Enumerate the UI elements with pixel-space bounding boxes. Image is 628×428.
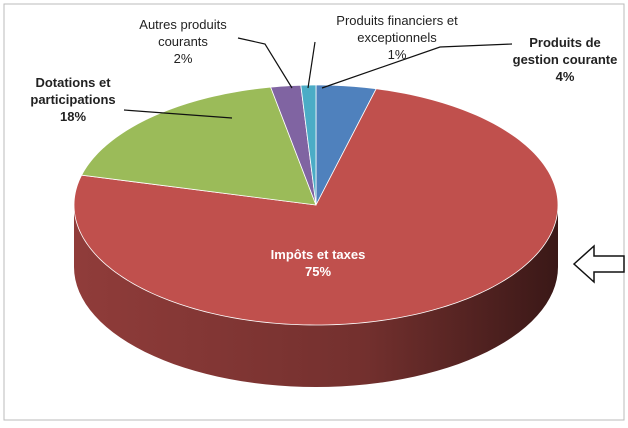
leader-line [237, 37, 293, 89]
category-label: Dotations et participations [30, 75, 116, 107]
category-label: Produits de gestion courante [512, 35, 618, 67]
data-label: Produits de gestion courante 4% [505, 34, 625, 85]
pie-slice [80, 86, 317, 206]
category-label: Impôts et taxes [270, 247, 366, 262]
pie [73, 84, 559, 387]
value-label: 4% [555, 69, 575, 84]
leaders [123, 37, 513, 119]
category-label: Produits financiers et exceptionnels [336, 13, 458, 45]
slice-side [74, 205, 558, 387]
frame [3, 3, 625, 421]
leader-line [321, 43, 513, 89]
data-label: Impôts et taxes 75% [258, 246, 378, 280]
value-label: 18% [59, 109, 87, 124]
arrow-icon [572, 244, 625, 284]
value-label: 75% [304, 264, 332, 279]
pie-slice [73, 88, 559, 326]
data-label: Dotations et participations 18% [8, 74, 138, 125]
data-label: Autres produits courants 2% [118, 16, 248, 67]
leader-line [123, 109, 233, 119]
pie-slice [270, 84, 317, 206]
value-label: 1% [387, 47, 407, 62]
pie-slice [315, 84, 377, 206]
value-label: 2% [173, 51, 193, 66]
data-label: Produits financiers et exceptionnels 1% [332, 12, 462, 63]
category-label: Autres produits courants [139, 17, 227, 49]
leader-line [307, 41, 316, 89]
